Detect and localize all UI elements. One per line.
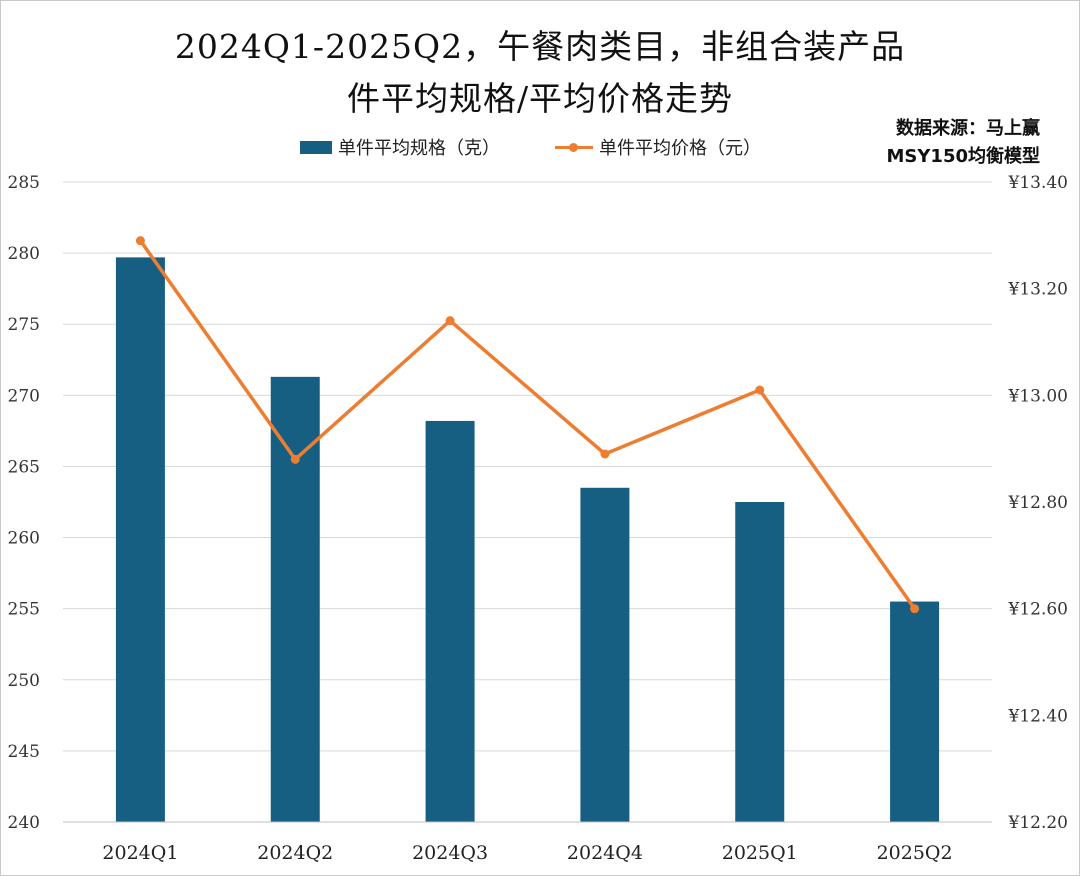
right-axis-tick-label: ¥12.60 xyxy=(1008,600,1068,620)
bar-2024Q4 xyxy=(580,487,630,822)
x-axis-category-label: 2025Q1 xyxy=(722,842,798,864)
x-axis-category-label: 2024Q2 xyxy=(257,842,333,864)
left-axis-tick-label: 285 xyxy=(8,173,40,193)
price-point-2024Q1 xyxy=(135,236,145,246)
bar-2025Q1 xyxy=(735,502,785,822)
chart-title-line2: 件平均规格/平均价格走势 xyxy=(346,79,734,118)
legend-label-size: 单件平均规格（克） xyxy=(338,138,500,159)
legend-item-price: 单件平均价格（元） xyxy=(555,134,761,160)
right-axis-tick-label: ¥12.80 xyxy=(1008,493,1068,513)
price-line xyxy=(138,239,917,610)
chart-title-line1: 2024Q1-2025Q2，午餐肉类目，非组合装产品 xyxy=(174,27,906,66)
left-axis-tick-label: 270 xyxy=(8,386,40,406)
source-line2: MSY150均衡模型 xyxy=(886,146,1040,167)
x-axis-category-label: 2024Q1 xyxy=(102,842,178,864)
right-axis-tick-label: ¥13.00 xyxy=(1008,386,1068,406)
x-axis-category-label: 2024Q3 xyxy=(412,842,488,864)
bar-2025Q2 xyxy=(890,601,940,822)
price-point-2025Q1 xyxy=(755,385,765,395)
x-axis-category-label: 2025Q2 xyxy=(877,842,953,864)
bar-2024Q3 xyxy=(425,420,475,822)
bar-2024Q1 xyxy=(115,257,165,822)
right-axis-tick-label: ¥13.40 xyxy=(1008,173,1068,193)
left-axis-tick-label: 240 xyxy=(8,813,40,833)
left-axis-tick-label: 260 xyxy=(8,529,40,549)
x-axis-category-label: 2024Q4 xyxy=(567,842,643,864)
left-axis-tick-label: 265 xyxy=(8,457,40,477)
right-axis-tick-label: ¥13.20 xyxy=(1008,280,1068,300)
price-point-2024Q2 xyxy=(290,454,300,464)
right-axis-tick-label: ¥12.40 xyxy=(1008,706,1068,726)
price-point-2024Q3 xyxy=(445,316,455,326)
legend-item-size: 单件平均规格（克） xyxy=(300,134,500,160)
source-line1: 数据来源：马上赢 xyxy=(896,118,1040,139)
left-axis-tick-label: 245 xyxy=(8,742,40,762)
right-axis-tick-label: ¥12.20 xyxy=(1008,813,1068,833)
bar-2024Q2 xyxy=(270,376,320,822)
legend-line-swatch xyxy=(555,141,593,154)
legend-label-price: 单件平均价格（元） xyxy=(599,138,761,159)
price-point-2025Q2 xyxy=(910,604,920,614)
left-axis-tick-label: 255 xyxy=(8,600,40,620)
left-axis-tick-label: 280 xyxy=(8,244,40,264)
left-axis-tick-label: 250 xyxy=(8,671,40,691)
left-axis-tick-label: 275 xyxy=(8,315,40,335)
price-point-2024Q4 xyxy=(600,449,610,459)
legend-bar-swatch xyxy=(300,140,332,154)
